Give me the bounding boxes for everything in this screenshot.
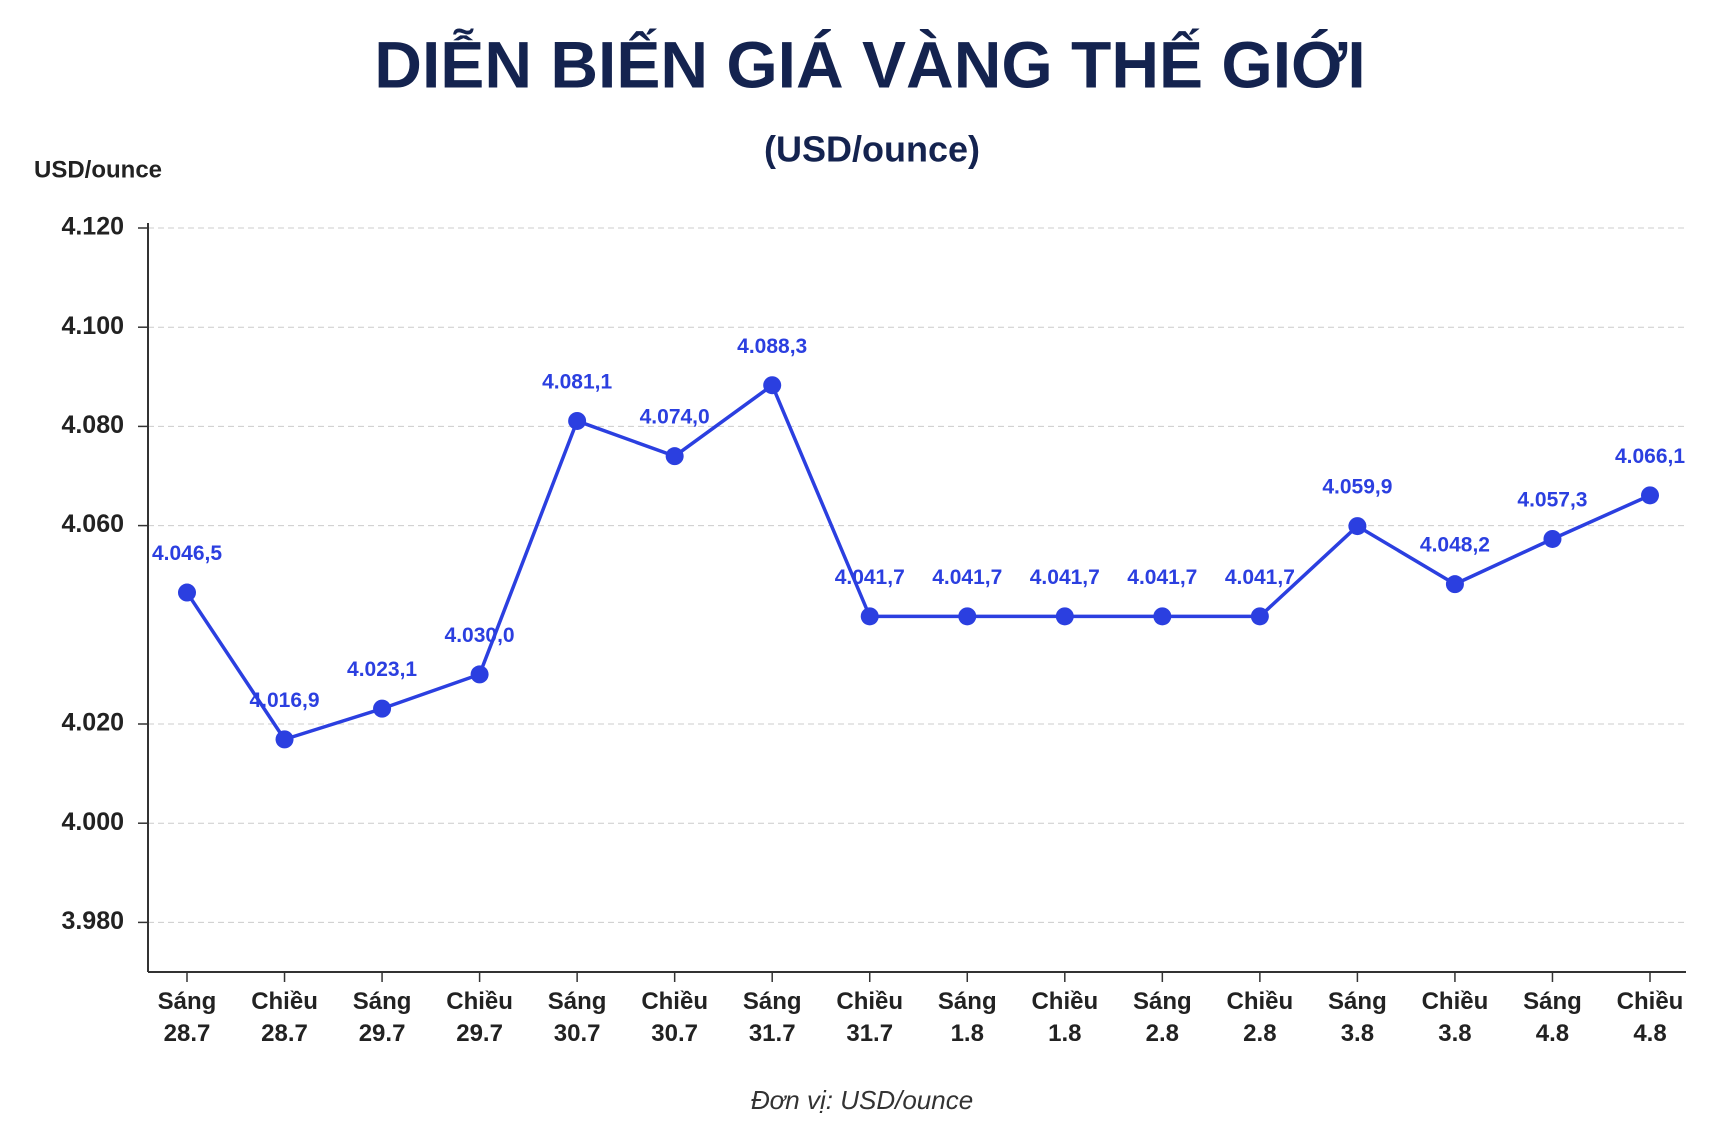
line	[185, 383, 1651, 742]
chart-subtitle: (USD/ounce)	[764, 129, 980, 170]
footnote: Đơn vị: USD/ounce	[751, 1085, 973, 1115]
point	[275, 730, 294, 749]
point	[860, 607, 879, 626]
data-label: 4.081,1	[542, 370, 612, 393]
y-tick-label: 4.100	[61, 312, 124, 340]
point	[665, 447, 684, 466]
point	[1153, 607, 1172, 626]
data-label: 4.074,0	[640, 406, 710, 429]
y-tick-label: 4.000	[61, 808, 124, 836]
x-tick-label: Chiều 31.7	[836, 988, 904, 1047]
data-label: 4.041,7	[1127, 566, 1197, 589]
x-tick-label: Chiều 29.7	[446, 988, 513, 1047]
point	[1445, 575, 1464, 594]
x-tick-label: Sáng 4.8	[1523, 988, 1582, 1047]
chart-title: DIỄN BIẾN GIÁ VÀNG THẾ GIỚI	[374, 27, 1365, 101]
point	[568, 411, 587, 430]
x-tick-label: Sáng 3.8	[1328, 988, 1387, 1047]
x-tick-label: Sáng 31.7	[742, 988, 802, 1047]
point	[1055, 607, 1074, 626]
point	[1250, 607, 1269, 626]
x-tick-label: Chiều 3.8	[1421, 988, 1489, 1047]
data-label: 4.030,0	[445, 624, 515, 647]
data-label: 4.023,1	[347, 658, 417, 681]
x-tick-label: Sáng 28.7	[157, 988, 217, 1047]
x-tick-label: Sáng 2.8	[1132, 988, 1192, 1047]
y-tick-label: 4.120	[61, 213, 124, 241]
data-label: 4.059,9	[1322, 476, 1392, 499]
x-tick-label: Chiều 30.7	[641, 988, 708, 1047]
y-tick-label: 4.080	[61, 411, 124, 439]
data-label: 4.088,3	[737, 335, 807, 358]
y-tick-label: 4.060	[61, 510, 124, 538]
x-tick-label: Chiều 28.7	[251, 988, 318, 1047]
y-axis-label: USD/ounce	[34, 156, 162, 183]
data-label: 4.057,3	[1517, 489, 1587, 512]
point	[763, 376, 782, 395]
data-label: 4.041,7	[835, 566, 905, 589]
data-label: 4.048,2	[1420, 534, 1490, 557]
x-tick-label: Chiều 4.8	[1616, 988, 1684, 1047]
x-tick-label: Chiều 1.8	[1031, 988, 1099, 1047]
data-label: 4.066,1	[1615, 445, 1685, 468]
point	[373, 699, 392, 718]
data-label: 4.041,7	[1225, 566, 1295, 589]
data-label: 4.016,9	[249, 689, 319, 712]
point	[958, 607, 977, 626]
x-tick-label: Sáng 1.8	[937, 988, 997, 1047]
x-tick-label: Sáng 30.7	[547, 988, 607, 1047]
point	[470, 665, 489, 684]
point	[1348, 517, 1367, 536]
data-label: 4.041,7	[1030, 566, 1100, 589]
x-tick-label: Sáng 29.7	[352, 988, 412, 1047]
data-label: 4.046,5	[152, 542, 222, 565]
point	[178, 583, 196, 602]
y-tick-label: 3.980	[61, 907, 124, 935]
y-tick-label: 4.020	[61, 709, 124, 737]
point	[1543, 529, 1562, 548]
point	[1641, 486, 1659, 505]
x-tick-label: Chiều 2.8	[1226, 988, 1294, 1047]
data-label: 4.041,7	[932, 566, 1002, 589]
